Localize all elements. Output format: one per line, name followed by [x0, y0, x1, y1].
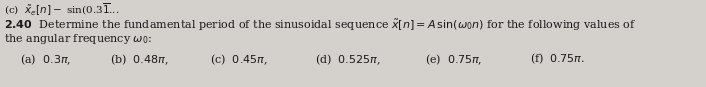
Text: (d)  $0.525\pi$,: (d) $0.525\pi$, — [315, 52, 381, 67]
Text: (f)  $0.75\pi$.: (f) $0.75\pi$. — [530, 52, 585, 66]
Text: $\mathbf{2.40}$  Determine the fundamental period of the sinusoidal sequence $\t: $\mathbf{2.40}$ Determine the fundamenta… — [4, 18, 637, 33]
Text: (c)  $\tilde{x}_e[n] -$ sin(0.3$\overline{1}$...: (c) $\tilde{x}_e[n] -$ sin(0.3$\overline… — [4, 2, 119, 18]
Text: (c)  $0.45\pi$,: (c) $0.45\pi$, — [210, 52, 268, 67]
Text: (b)  $0.48\pi$,: (b) $0.48\pi$, — [110, 52, 169, 67]
Text: (e)  $0.75\pi$,: (e) $0.75\pi$, — [425, 52, 482, 67]
Text: the angular frequency $\omega_0$:: the angular frequency $\omega_0$: — [4, 32, 152, 46]
Text: (a)  $0.3\pi$,: (a) $0.3\pi$, — [20, 52, 71, 67]
